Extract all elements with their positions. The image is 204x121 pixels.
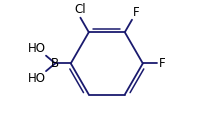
Text: HO: HO (27, 42, 45, 55)
Text: Cl: Cl (75, 4, 86, 16)
Text: F: F (133, 6, 140, 19)
Text: F: F (159, 57, 165, 70)
Text: B: B (51, 57, 59, 70)
Text: HO: HO (27, 72, 45, 85)
